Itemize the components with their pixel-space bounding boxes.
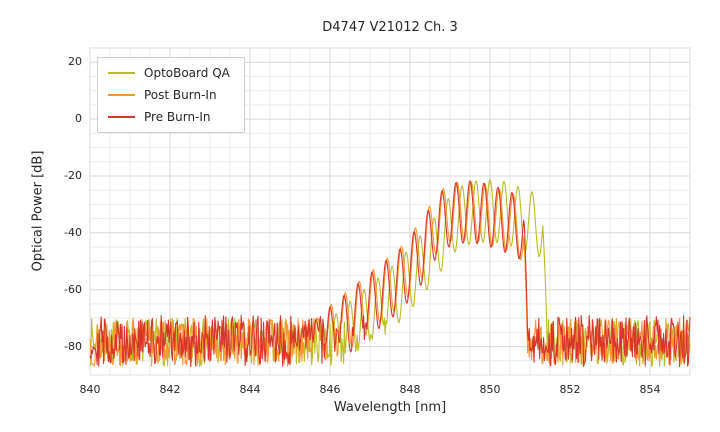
legend-line-swatch	[108, 72, 135, 74]
legend-line-swatch	[108, 116, 135, 118]
y-tick-label: 0	[75, 112, 82, 125]
x-axis-label: Wavelength [nm]	[333, 400, 447, 415]
x-tick-label: 842	[159, 383, 181, 396]
y-tick-label: -80	[64, 340, 82, 353]
legend-label: OptoBoard QA	[144, 66, 230, 80]
legend-line-swatch	[108, 94, 135, 96]
legend-label: Post Burn-In	[144, 88, 217, 102]
x-tick-label: 848	[399, 383, 421, 396]
y-tick-label: -60	[64, 283, 82, 296]
plot-border	[89, 47, 691, 376]
legend-item-optoboard-qa: OptoBoard QA	[108, 66, 230, 80]
x-tick-label: 852	[559, 383, 581, 396]
x-tick-label: 846	[319, 383, 341, 396]
x-tick-label: 844	[239, 383, 261, 396]
y-tick-label: -20	[64, 169, 82, 182]
y-tick-label: -40	[64, 226, 82, 239]
legend: OptoBoard QA Post Burn-In Pre Burn-In	[97, 57, 245, 133]
x-tick-label: 850	[479, 383, 501, 396]
chart-title: D4747 V21012 Ch. 3	[322, 20, 458, 35]
y-tick-label: 20	[68, 55, 82, 68]
legend-label: Pre Burn-In	[144, 110, 211, 124]
spectrum-traces	[89, 179, 691, 367]
legend-item-pre-burn-in: Pre Burn-In	[108, 110, 230, 124]
legend-item-post-burn-in: Post Burn-In	[108, 88, 230, 102]
x-tick-label: 840	[79, 383, 101, 396]
x-tick-label: 854	[639, 383, 661, 396]
